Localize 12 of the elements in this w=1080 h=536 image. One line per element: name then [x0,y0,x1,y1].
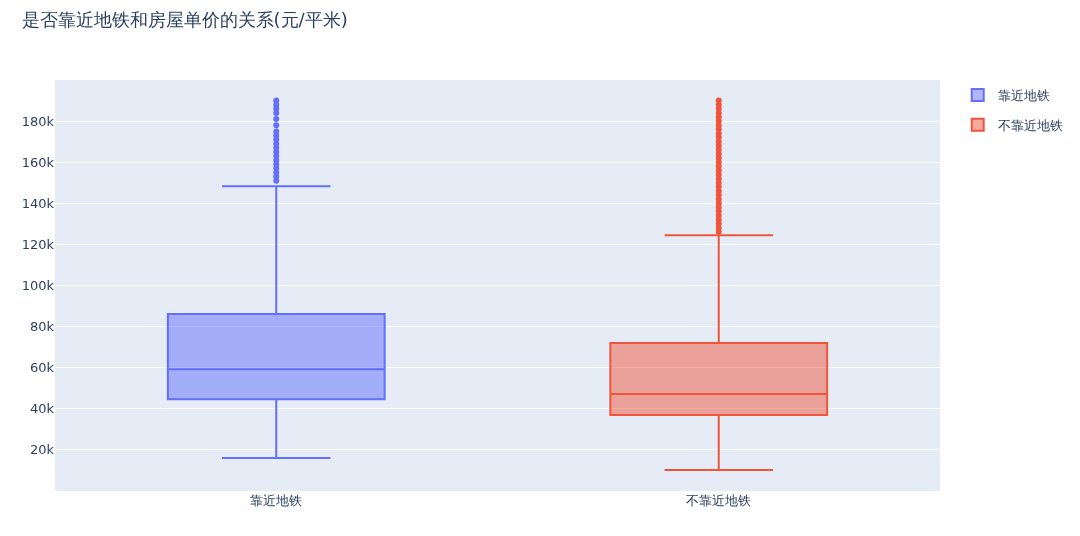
y-tick-label: 120k [21,236,55,252]
y-tick-label: 40k [29,401,55,417]
y-tick-label: 100k [21,278,55,294]
y-tick-label: 160k [21,154,55,170]
chart-title: 是否靠近地铁和房屋单价的关系(元/平米) [21,9,348,30]
y-tick-label: 20k [29,442,55,458]
legend-label: 不靠近地铁 [997,117,1063,133]
y-tick-label: 80k [29,319,55,335]
y-tick-label: 140k [21,195,55,211]
legend-label: 靠近地铁 [997,88,1050,104]
y-tick-label: 60k [29,360,55,376]
y-tick-label: 180k [21,113,55,129]
